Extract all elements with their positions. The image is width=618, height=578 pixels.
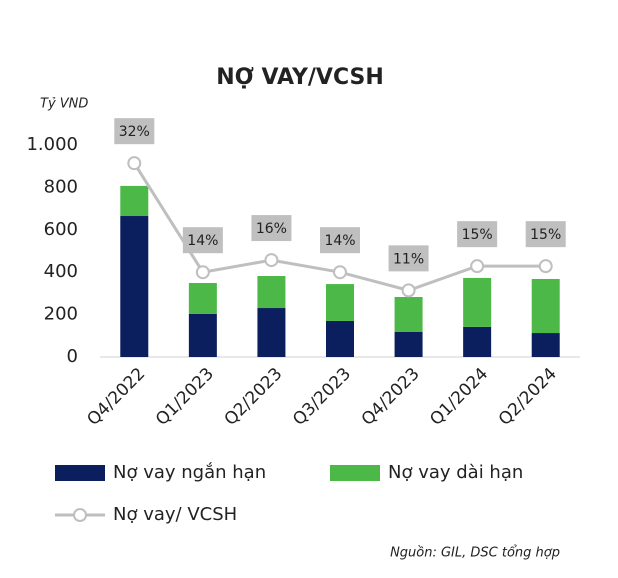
data-label-box [525, 221, 566, 248]
y-tick-label: 600 [44, 219, 78, 240]
x-label-group: Q4/2023 [358, 364, 424, 430]
x-label-group: Q1/2024 [426, 364, 492, 430]
data-label: 14% [324, 233, 355, 249]
x-tick-label: Q2/2023 [221, 364, 287, 430]
x-tick-label: Q1/2024 [426, 364, 492, 430]
legend-label: Nợ vay/ VCSH [113, 504, 237, 525]
bar-segment [531, 333, 560, 357]
x-tick-label: Q1/2023 [152, 364, 218, 430]
line-point [264, 253, 279, 268]
bar-segment [326, 320, 354, 357]
y-tick-label: 400 [44, 261, 78, 282]
line-point [401, 283, 416, 298]
data-label-box [251, 215, 292, 242]
line-point [538, 259, 553, 274]
line-point [470, 259, 485, 274]
bar-segment [120, 185, 149, 217]
bar-segment [188, 283, 217, 314]
data-label: 32% [119, 124, 150, 140]
legend-label: Nợ vay ngắn hạn [113, 462, 266, 483]
bar-segment [120, 216, 149, 357]
legend-swatch [330, 465, 380, 481]
bar-segment [463, 326, 492, 357]
line-point [195, 265, 210, 280]
x-tick-label: Q4/2023 [358, 364, 424, 430]
x-tick-label: Q3/2023 [289, 364, 355, 430]
y-tick-label: 0 [67, 346, 78, 367]
y-tick-label: 200 [44, 304, 78, 325]
x-tick-label: Q2/2024 [495, 364, 561, 430]
x-label-group: Q3/2023 [289, 364, 355, 430]
data-label-box [388, 245, 429, 272]
x-tick-label: Q4/2022 [83, 364, 149, 430]
chart-title: NỢ VAY/VCSH [216, 65, 384, 90]
line-point [333, 265, 347, 280]
legend-swatch [55, 465, 105, 481]
bar-segment [394, 297, 423, 332]
y-unit: Tỷ VND [40, 97, 88, 112]
data-label: 15% [462, 227, 493, 243]
bar-segment [257, 308, 286, 357]
legend-marker [73, 508, 87, 522]
y-tick-label: 800 [44, 176, 78, 197]
data-label-box [457, 221, 498, 248]
bar-segment [188, 313, 217, 357]
bar-segment [257, 276, 286, 309]
legend-label: Nợ vay dài hạn [388, 462, 523, 483]
data-label-box [320, 227, 360, 254]
x-label-group: Q1/2023 [152, 364, 218, 430]
x-label-group: Q2/2024 [495, 364, 561, 430]
bar-segment [326, 284, 354, 321]
data-label: 15% [530, 227, 561, 243]
x-label-group: Q2/2023 [221, 364, 287, 430]
bar-segment [531, 278, 560, 334]
data-label-box [114, 118, 155, 145]
data-label: 11% [393, 251, 424, 267]
data-label: 14% [187, 233, 218, 249]
source-note: Nguồn: GIL, DSC tổng hợp [390, 546, 560, 561]
data-label: 16% [256, 221, 287, 237]
bar-segment [394, 331, 423, 357]
line-point [127, 156, 142, 171]
data-label-box [182, 227, 223, 254]
x-label-group: Q4/2022 [83, 364, 149, 430]
y-tick-label: 1.000 [26, 134, 78, 155]
bar-segment [463, 277, 492, 327]
